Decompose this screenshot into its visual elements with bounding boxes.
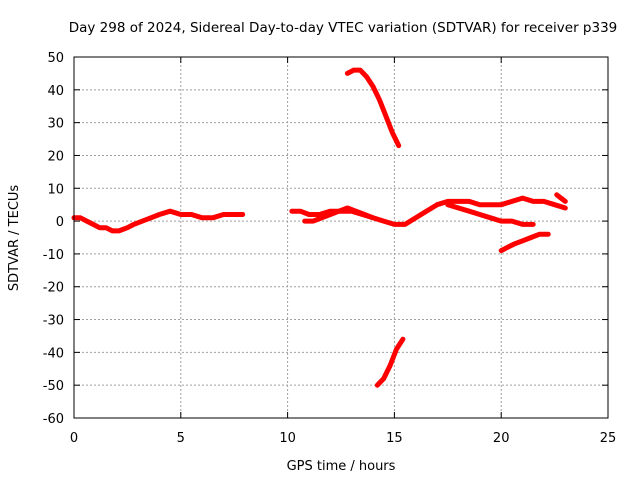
y-tick-label: 50 [47,51,64,66]
x-axis-label: GPS time / hours [287,459,396,474]
x-tick-label: 0 [70,431,78,446]
series-line-seg-17-23h [434,195,568,211]
y-tick-label: -50 [43,379,64,394]
x-tick-label: 10 [279,431,296,446]
y-tick-label: -60 [43,412,64,427]
x-tick-label: 15 [386,431,403,446]
x-tick-label: 20 [493,431,510,446]
x-tick-label: 5 [177,431,185,446]
plot-frame [73,56,609,419]
chart-title: Day 298 of 2024, Sidereal Day-to-day VTE… [69,20,618,36]
x-tick-label: 25 [600,431,617,446]
y-tick-label: 30 [47,117,64,132]
grid [74,57,608,418]
y-tick-label: 40 [47,84,64,99]
ticks: 0 5 10 15 20 25 -60 -50 -40 -30 -20 -10 0 10 20 30 40 50 [43,51,617,446]
series-line-seg-17.5-21.5h [445,202,536,227]
y-tick-label: 20 [47,149,64,164]
y-tick-label: -20 [43,281,64,296]
y-axis-label: SDTVAR / TECUs [7,185,22,292]
series-line-seg-10.8-14h [302,205,376,224]
series-layer [71,67,568,388]
series-line-seg-22.6-23h [554,192,568,204]
y-tick-label: -40 [43,346,64,361]
y-tick-label: 0 [56,215,64,230]
y-tick-label: -30 [43,314,64,329]
y-tick-label: 10 [47,182,64,197]
series-line-seg-13-15.2h [344,67,402,149]
y-tick-label: -10 [43,248,64,263]
series-line-seg-20-22h [498,231,551,254]
series-line-seg-0-8h [71,208,246,234]
series-line-seg-14.2-15.4h [374,336,406,388]
